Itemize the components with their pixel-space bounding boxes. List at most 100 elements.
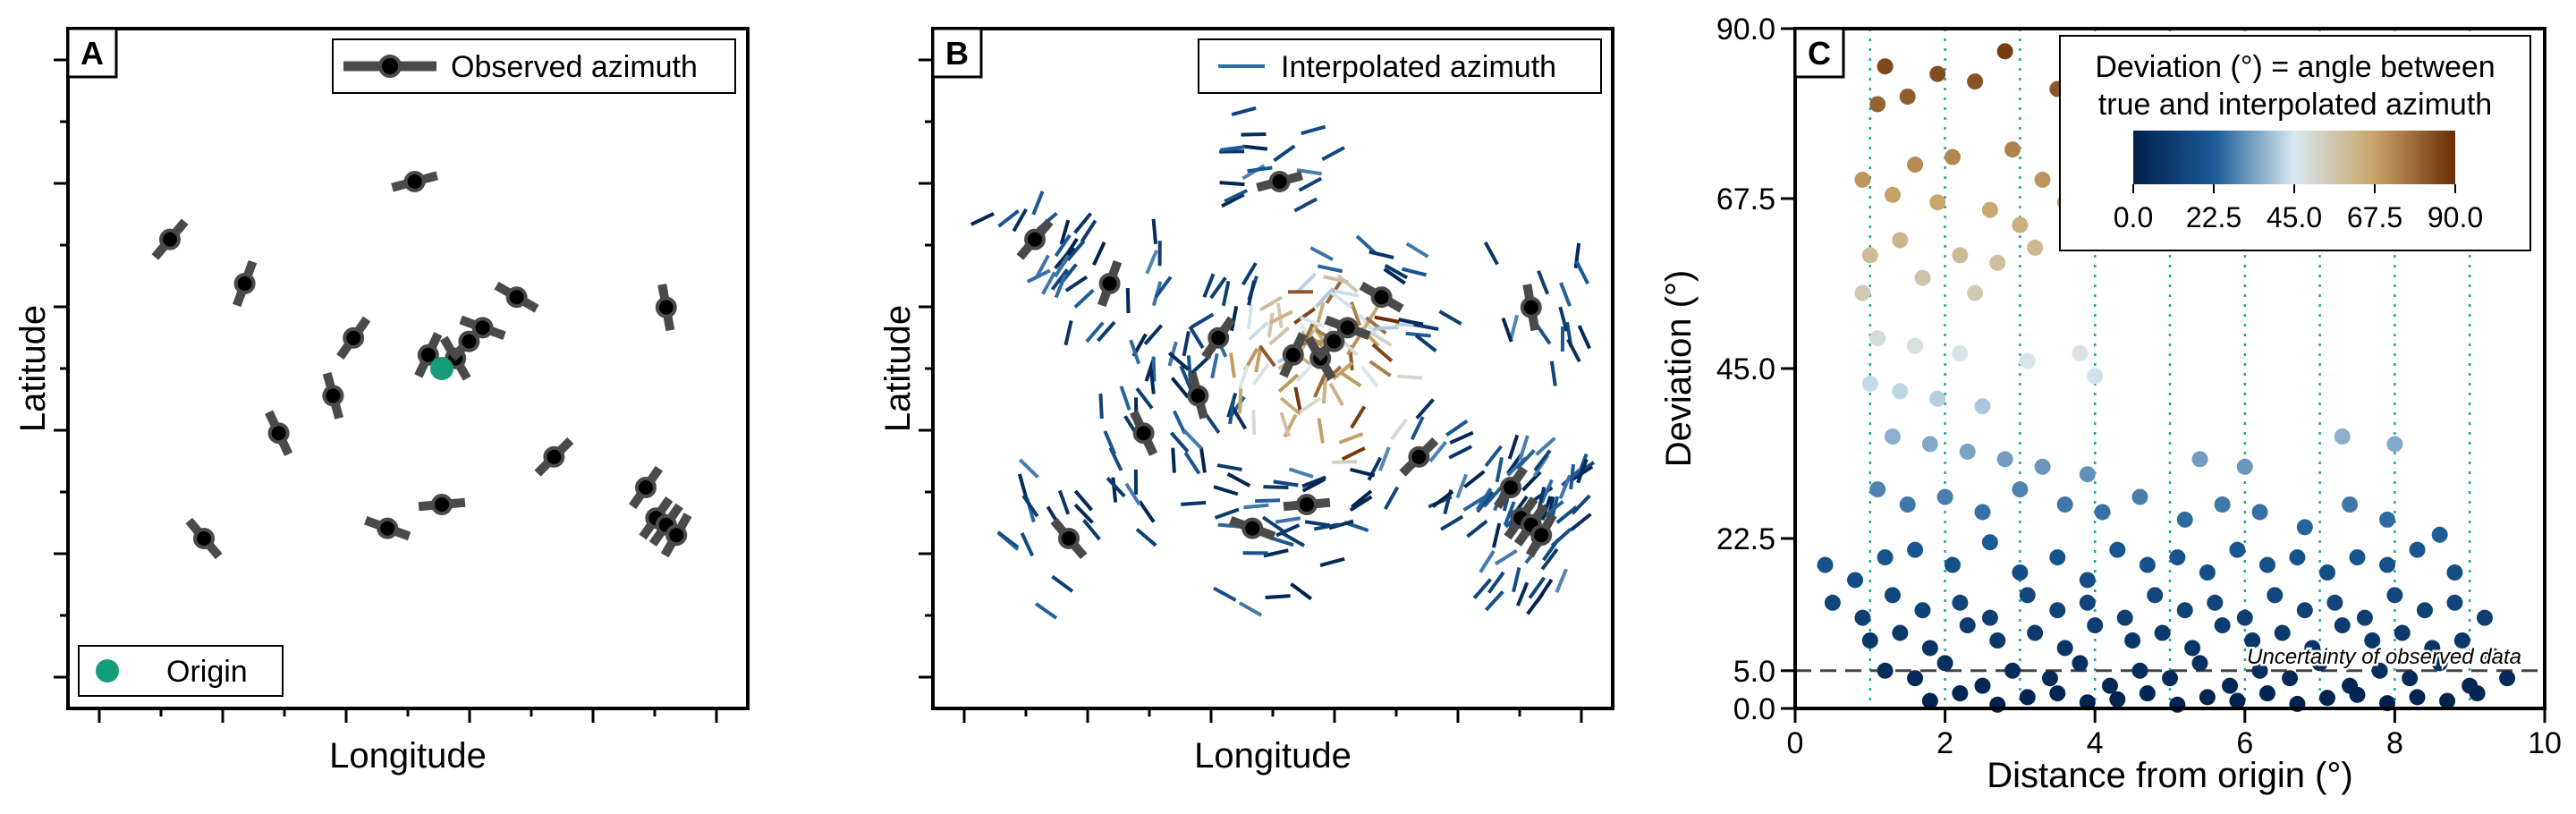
interpolated-segment <box>1537 269 1550 295</box>
panel-b-xlabel: Longitude <box>1194 736 1352 776</box>
interpolated-segment <box>1293 307 1317 325</box>
observation-point <box>159 228 181 250</box>
uncertainty-label: Uncertainty of observed data <box>2247 645 2521 669</box>
colorbar-ticks: 0.0 22.5 45.0 67.5 90.0 <box>2114 184 2483 233</box>
interpolated-segment <box>1390 418 1408 441</box>
observation-point <box>1408 445 1430 468</box>
interpolated-segment <box>1041 271 1057 295</box>
interpolated-segment <box>1360 365 1379 388</box>
colorbar-tick-label: 90.0 <box>2428 201 2483 233</box>
deviation-point <box>1884 186 1901 203</box>
interpolated-segment <box>1448 445 1473 460</box>
deviation-point <box>1877 549 1894 566</box>
interpolated-segment <box>1296 272 1317 293</box>
observation-point <box>458 330 480 352</box>
deviation-point <box>1929 194 1946 211</box>
interpolated-segment <box>1238 601 1263 617</box>
interpolated-segment <box>1275 523 1301 538</box>
deviation-point <box>1861 632 1878 649</box>
origin-legend-label: Origin <box>166 655 248 689</box>
x-tick-label: 10 <box>2528 726 2562 760</box>
deviation-point <box>1974 398 1991 415</box>
deviation-point <box>1952 594 1969 611</box>
interpolated-segment <box>1092 241 1106 267</box>
observation-point <box>655 296 677 318</box>
interpolated-segment <box>1526 592 1545 615</box>
interpolated-segment <box>1438 309 1462 326</box>
interpolated-segment <box>1341 446 1366 462</box>
interpolated-segment <box>1202 273 1216 299</box>
deviation-point <box>2431 655 2448 672</box>
interpolated-segment <box>1246 303 1254 330</box>
deviation-point <box>1847 572 1864 589</box>
interpolated-segment <box>1577 325 1591 350</box>
observation-point <box>431 494 453 515</box>
deviation-point <box>2424 640 2441 657</box>
deviation-point <box>2304 640 2321 657</box>
panel-c-letter: C <box>1808 35 1831 72</box>
interpolated-segment <box>1355 234 1377 255</box>
deviation-point <box>2318 690 2335 707</box>
interpolated-segment <box>1351 489 1373 509</box>
interpolated-segment <box>1383 486 1400 511</box>
interpolated-segment <box>1528 576 1546 599</box>
interpolated-segment <box>1021 494 1039 518</box>
deviation-point <box>2386 436 2403 453</box>
deviation-point <box>2334 428 2351 445</box>
interpolated-segment <box>1035 602 1058 620</box>
deviation-point <box>2371 662 2388 679</box>
interpolated-segment <box>1321 378 1327 404</box>
interpolated-segment <box>1167 352 1190 371</box>
deviation-point <box>2349 549 2366 566</box>
panel-b-frame <box>931 27 1614 710</box>
interpolated-segment <box>1428 440 1448 463</box>
interpolated-segment <box>1261 515 1285 533</box>
interpolated-segment <box>1219 181 1245 187</box>
deviation-point <box>2169 696 2186 713</box>
deviation-point <box>2318 564 2335 581</box>
interpolated-segment <box>1495 456 1504 483</box>
interpolated-segment <box>1237 364 1250 390</box>
interpolated-segment <box>1509 314 1520 340</box>
interpolated-segment <box>1170 431 1190 454</box>
deviation-point <box>2004 141 2021 158</box>
deviation-point <box>1824 594 1841 611</box>
interpolated-segment <box>1265 594 1291 600</box>
deviation-point <box>2267 587 2284 604</box>
interpolated-segment <box>1368 360 1392 377</box>
interpolated-segment <box>1064 275 1089 293</box>
y-tick-label: 22.5 <box>1716 522 1775 556</box>
deviation-point <box>2229 692 2246 709</box>
observation-point <box>1323 330 1345 352</box>
interpolated-segment <box>1238 388 1243 414</box>
interpolated-segment <box>1279 396 1301 416</box>
interpolated-segment <box>1350 467 1376 478</box>
deviation-point <box>2012 481 2029 498</box>
deviation-point <box>2199 564 2216 581</box>
observation-point <box>1530 524 1553 547</box>
interpolated-segment <box>996 530 1020 549</box>
interpolated-segment <box>1290 582 1313 601</box>
deviation-point <box>2364 632 2381 649</box>
interpolated-segment <box>1405 242 1429 259</box>
deviation-point <box>2027 239 2044 256</box>
interpolated-segment <box>1258 295 1284 312</box>
deviation-point <box>2079 572 2096 589</box>
deviation-point <box>2394 624 2411 641</box>
panel-c-xticks: 0 2 4 6 8 10 <box>1787 708 2562 760</box>
deviation-point <box>1944 148 1961 165</box>
deviation-point <box>1877 58 1894 75</box>
interpolated-segment <box>1415 398 1435 420</box>
deviation-point <box>1989 632 2006 649</box>
x-tick-label: 4 <box>2087 726 2104 760</box>
deviation-point <box>1921 640 1938 657</box>
interpolated-segment <box>1148 369 1156 394</box>
interpolated-segment <box>1124 482 1141 506</box>
deviation-point <box>2356 609 2373 626</box>
deviation-point <box>1869 330 1886 347</box>
interpolated-segment <box>1269 309 1293 325</box>
observation-point <box>1500 477 1521 498</box>
interpolated-segment <box>1273 479 1299 488</box>
panel-b-letter: B <box>945 35 969 72</box>
y-tick-label: 90.0 <box>1716 13 1775 47</box>
